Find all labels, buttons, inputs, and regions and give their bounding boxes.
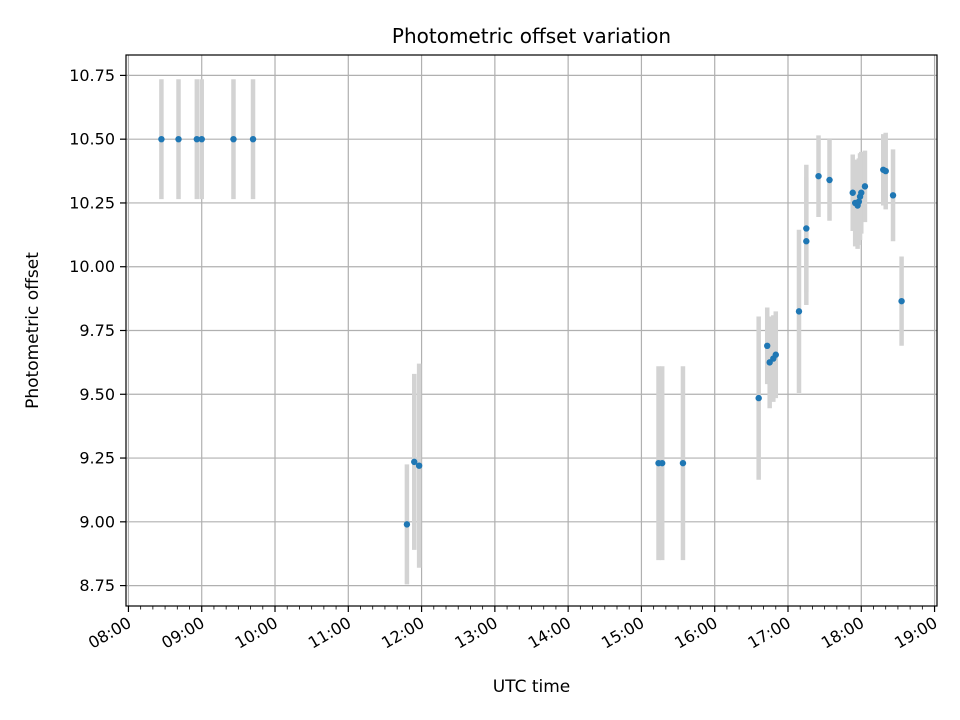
y-tick-label: 10.00 xyxy=(69,257,115,276)
y-tick-label: 10.25 xyxy=(69,193,115,212)
data-point xyxy=(764,342,771,350)
y-tick-label: 9.50 xyxy=(79,385,115,404)
data-point xyxy=(658,459,666,467)
data-point xyxy=(230,135,237,143)
y-tick-label: 10.50 xyxy=(69,130,115,149)
data-point xyxy=(175,135,182,143)
data-point xyxy=(858,189,865,196)
data-point xyxy=(803,225,810,232)
data-point xyxy=(679,459,687,467)
data-point xyxy=(795,308,803,315)
chart-title: Photometric offset variation xyxy=(392,24,671,48)
data-point xyxy=(803,238,810,245)
data-point xyxy=(882,167,889,175)
data-point xyxy=(855,198,863,205)
y-tick-label: 9.25 xyxy=(79,449,115,468)
data-point xyxy=(411,458,418,466)
y-tick-label: 9.00 xyxy=(79,512,115,531)
y-tick-label: 10.75 xyxy=(69,66,115,85)
data-point xyxy=(403,521,411,528)
data-point xyxy=(158,135,165,143)
point-layer xyxy=(158,135,905,528)
data-point xyxy=(772,351,779,358)
y-axis-title: Photometric offset xyxy=(23,252,43,409)
x-axis-title: UTC time xyxy=(493,677,571,697)
data-point xyxy=(755,394,762,402)
data-point xyxy=(249,135,257,143)
data-point xyxy=(415,462,423,469)
grid-layer xyxy=(126,55,937,606)
data-point xyxy=(198,135,205,143)
data-point xyxy=(193,135,201,143)
data-point xyxy=(849,189,856,196)
y-tick-label: 9.75 xyxy=(79,321,115,340)
data-point xyxy=(889,192,897,199)
y-tick-label: 8.75 xyxy=(79,576,115,595)
data-point xyxy=(898,297,905,305)
data-point xyxy=(826,176,833,184)
data-point xyxy=(861,183,869,190)
data-point xyxy=(815,172,822,180)
